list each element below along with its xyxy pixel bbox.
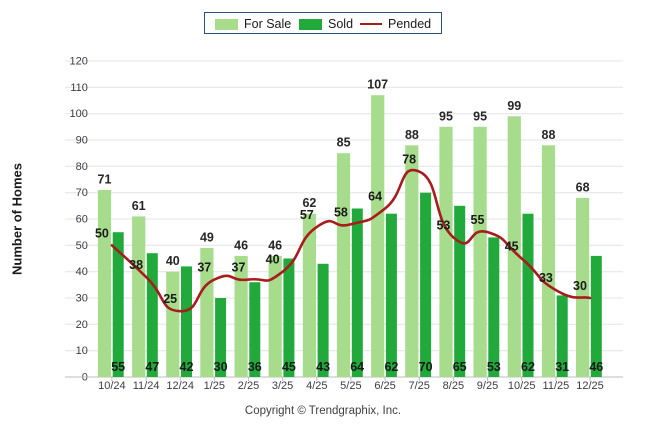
svg-text:64: 64 bbox=[350, 360, 364, 374]
svg-text:99: 99 bbox=[507, 99, 521, 113]
svg-text:70: 70 bbox=[76, 187, 88, 199]
svg-text:88: 88 bbox=[542, 128, 556, 142]
svg-text:62: 62 bbox=[521, 360, 535, 374]
svg-text:90: 90 bbox=[76, 135, 88, 147]
svg-text:10: 10 bbox=[76, 345, 88, 357]
svg-text:40: 40 bbox=[266, 253, 280, 267]
svg-text:43: 43 bbox=[316, 360, 330, 374]
svg-text:31: 31 bbox=[555, 360, 569, 374]
svg-text:30: 30 bbox=[573, 279, 587, 293]
svg-text:50: 50 bbox=[95, 226, 109, 240]
svg-text:38: 38 bbox=[129, 258, 143, 272]
svg-text:100: 100 bbox=[70, 108, 88, 120]
svg-text:71: 71 bbox=[98, 173, 112, 187]
svg-text:25: 25 bbox=[163, 292, 177, 306]
svg-text:49: 49 bbox=[200, 231, 214, 245]
svg-text:70: 70 bbox=[419, 360, 433, 374]
svg-text:42: 42 bbox=[180, 360, 194, 374]
svg-text:95: 95 bbox=[439, 109, 453, 123]
svg-text:57: 57 bbox=[300, 208, 314, 222]
svg-text:58: 58 bbox=[334, 205, 348, 219]
svg-text:30: 30 bbox=[214, 360, 228, 374]
svg-text:46: 46 bbox=[268, 238, 282, 252]
svg-text:60: 60 bbox=[76, 214, 88, 226]
svg-text:45: 45 bbox=[505, 240, 519, 254]
svg-text:45: 45 bbox=[282, 360, 296, 374]
svg-text:20: 20 bbox=[76, 319, 88, 331]
svg-text:46: 46 bbox=[589, 360, 603, 374]
svg-text:55: 55 bbox=[111, 360, 125, 374]
svg-text:36: 36 bbox=[248, 360, 262, 374]
svg-text:50: 50 bbox=[76, 240, 88, 252]
svg-text:95: 95 bbox=[473, 109, 487, 123]
svg-text:33: 33 bbox=[539, 271, 553, 285]
svg-text:85: 85 bbox=[337, 136, 351, 150]
svg-text:107: 107 bbox=[367, 78, 388, 92]
svg-text:120: 120 bbox=[70, 56, 88, 68]
svg-text:40: 40 bbox=[76, 266, 88, 278]
svg-text:62: 62 bbox=[384, 360, 398, 374]
svg-text:88: 88 bbox=[405, 128, 419, 142]
svg-text:40: 40 bbox=[166, 254, 180, 268]
svg-text:68: 68 bbox=[576, 180, 590, 194]
svg-text:78: 78 bbox=[402, 153, 416, 167]
svg-text:55: 55 bbox=[471, 213, 485, 227]
svg-text:80: 80 bbox=[76, 161, 88, 173]
svg-text:37: 37 bbox=[232, 261, 246, 275]
svg-text:37: 37 bbox=[197, 261, 211, 275]
svg-text:61: 61 bbox=[132, 199, 146, 213]
svg-text:30: 30 bbox=[76, 293, 88, 305]
svg-text:65: 65 bbox=[453, 360, 467, 374]
svg-text:110: 110 bbox=[70, 82, 88, 94]
svg-text:53: 53 bbox=[487, 360, 501, 374]
svg-text:64: 64 bbox=[368, 190, 382, 204]
svg-text:53: 53 bbox=[436, 218, 450, 232]
svg-text:46: 46 bbox=[234, 238, 248, 252]
svg-text:47: 47 bbox=[145, 360, 159, 374]
